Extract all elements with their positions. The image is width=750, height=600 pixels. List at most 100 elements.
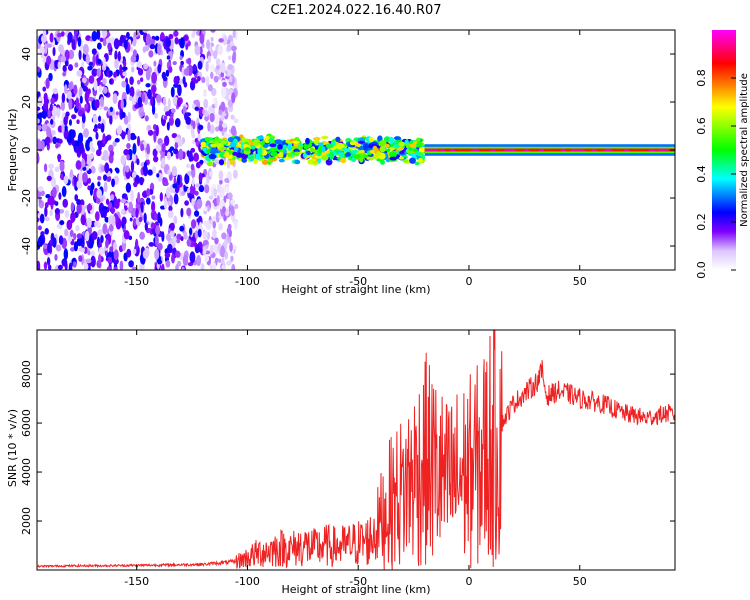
heatmap-cell xyxy=(359,157,364,163)
heatmap-cell xyxy=(212,188,218,198)
spectrogram-y-ticks: -40 -20 0 20 40 xyxy=(20,47,675,255)
heatmap-cell xyxy=(398,156,405,160)
heatmap-cell xyxy=(154,35,160,41)
heatmap-cell xyxy=(119,260,124,270)
heatmap-cell xyxy=(142,46,147,53)
heatmap-cell xyxy=(135,208,139,219)
heatmap-cell xyxy=(202,108,206,115)
heatmap-cell xyxy=(224,106,228,115)
heatmap-cell xyxy=(368,136,375,143)
heatmap-cell xyxy=(109,106,114,113)
heatmap-cell xyxy=(187,187,191,194)
heatmap-cell xyxy=(402,159,409,163)
heatmap-cell xyxy=(232,151,239,156)
heatmap-cell xyxy=(58,235,64,245)
heatmap-cell xyxy=(165,69,170,77)
heatmap-cell xyxy=(591,148,598,152)
heatmap-cell xyxy=(127,129,131,142)
heatmap-cell xyxy=(102,133,106,145)
y-tick-label: 0 xyxy=(20,147,33,154)
heatmap-cell xyxy=(150,222,155,230)
heatmap-cell xyxy=(140,77,144,83)
heatmap-cell xyxy=(37,43,41,50)
heatmap-cell xyxy=(227,55,232,61)
heatmap-cell xyxy=(214,257,219,263)
heatmap-cell xyxy=(130,160,135,173)
heatmap-cell xyxy=(227,133,233,138)
heatmap-cell xyxy=(102,223,108,235)
heatmap-cell xyxy=(211,87,217,97)
heatmap-cell xyxy=(213,75,219,83)
heatmap-cell xyxy=(187,170,192,176)
heatmap-cell xyxy=(61,258,68,267)
heatmap-cell xyxy=(120,98,124,110)
heatmap-cell xyxy=(39,234,44,247)
heatmap-cell xyxy=(198,106,205,117)
heatmap-cell xyxy=(97,254,102,265)
heatmap-cell xyxy=(148,242,155,247)
heatmap-cell xyxy=(46,175,52,181)
y-tick-label: 20 xyxy=(20,95,33,109)
heatmap-cell xyxy=(62,71,67,77)
heatmap-cell xyxy=(181,266,185,270)
heatmap-cell xyxy=(166,55,171,60)
heatmap-cell xyxy=(173,148,179,155)
heatmap-cell xyxy=(105,198,110,205)
heatmap-cell xyxy=(115,111,119,116)
heatmap-cell xyxy=(424,148,675,152)
heatmap-cell xyxy=(137,191,141,204)
heatmap-cell xyxy=(230,45,237,52)
heatmap-cell xyxy=(339,152,345,159)
heatmap-cell xyxy=(159,192,164,202)
heatmap-cell xyxy=(97,229,103,236)
heatmap-cell xyxy=(37,186,44,192)
heatmap-cell xyxy=(121,216,127,226)
snr-y-ticks: 2000 4000 6000 8000 xyxy=(20,360,675,535)
heatmap-cell xyxy=(579,148,586,152)
heatmap-cell xyxy=(42,86,47,92)
heatmap-cell xyxy=(207,121,211,132)
heatmap-cell xyxy=(44,227,49,235)
heatmap-cell xyxy=(173,76,179,85)
heatmap-cell xyxy=(180,60,184,66)
heatmap-cell xyxy=(168,33,174,40)
heatmap-cell xyxy=(123,39,128,50)
heatmap-cell xyxy=(153,131,157,143)
heatmap-cell xyxy=(125,165,130,173)
heatmap-cell xyxy=(154,112,158,119)
heatmap-cell xyxy=(260,140,265,146)
heatmap-cell xyxy=(191,132,196,139)
heatmap-cell xyxy=(75,160,82,170)
heatmap-cell xyxy=(62,65,67,72)
heatmap-cell xyxy=(136,91,142,97)
heatmap-cell xyxy=(230,114,235,120)
heatmap-cell xyxy=(94,99,100,109)
heatmap-cell xyxy=(218,109,223,116)
heatmap-cell xyxy=(136,158,140,166)
heatmap-cell xyxy=(152,148,158,158)
heatmap-cell xyxy=(188,150,193,163)
heatmap-cell xyxy=(230,255,234,262)
heatmap-cell xyxy=(108,70,113,77)
heatmap-cell xyxy=(79,95,83,104)
y-tick-label: 2000 xyxy=(20,507,33,535)
heatmap-cell xyxy=(193,152,199,162)
x-tick-label: -100 xyxy=(235,275,260,288)
heatmap-cell xyxy=(165,111,171,117)
heatmap-cell xyxy=(50,97,56,105)
heatmap-cell xyxy=(253,158,258,165)
heatmap-cell xyxy=(200,186,204,192)
heatmap-cell xyxy=(156,94,162,103)
heatmap-cell xyxy=(174,250,181,258)
heatmap-cell xyxy=(197,132,201,142)
heatmap-cell xyxy=(48,163,55,169)
heatmap-cell xyxy=(84,104,88,112)
heatmap-cell xyxy=(37,124,42,131)
heatmap-cell xyxy=(388,151,397,158)
heatmap-cell xyxy=(183,230,188,240)
heatmap-cell xyxy=(225,95,230,101)
heatmap-cell xyxy=(37,112,44,119)
heatmap-cell xyxy=(184,173,190,185)
heatmap-cell xyxy=(145,69,151,81)
heatmap-cell xyxy=(125,182,132,193)
